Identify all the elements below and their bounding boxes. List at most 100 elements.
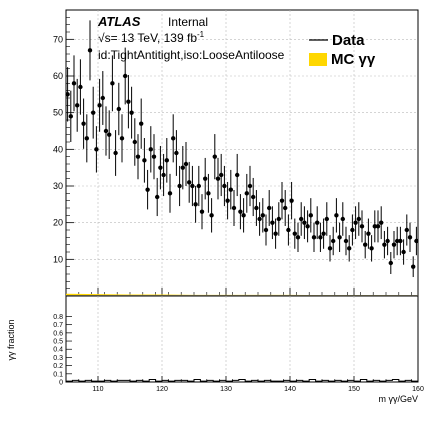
x-tick-label: 150	[348, 386, 360, 393]
x-tick-label: 140	[284, 386, 296, 393]
data-marker	[139, 121, 143, 125]
x-tick-label: 120	[156, 386, 168, 393]
x-tick-label: 110	[92, 386, 103, 393]
data-marker	[133, 140, 137, 144]
data-marker	[181, 165, 185, 169]
data-marker	[398, 239, 402, 243]
data-marker	[78, 85, 82, 89]
data-marker	[219, 173, 223, 177]
data-marker	[120, 136, 124, 140]
data-marker	[101, 96, 105, 100]
ratio-step-path	[66, 380, 418, 382]
data-marker	[117, 107, 121, 111]
data-marker	[309, 213, 313, 217]
legend-data-label: Data	[332, 32, 365, 49]
ratio-y-tick-label: 0.1	[53, 371, 63, 378]
data-marker	[353, 220, 357, 224]
ratio-y-tick-label: 0	[59, 380, 63, 387]
data-marker	[411, 264, 415, 268]
data-marker	[200, 209, 204, 213]
ratio-y-tick-label: 0.6	[53, 330, 63, 337]
data-marker	[107, 132, 111, 136]
ratio-y-tick-label: 0.8	[53, 314, 63, 321]
main-y-tick-label: 30	[53, 181, 63, 191]
data-marker	[142, 158, 146, 162]
data-marker	[283, 206, 287, 210]
data-marker	[385, 239, 389, 243]
data-marker	[197, 184, 201, 188]
main-y-tick-label: 40	[53, 144, 63, 154]
data-marker	[305, 224, 309, 228]
data-marker	[241, 213, 245, 217]
data-marker	[337, 235, 341, 239]
ratio-y-tick-label: 0.2	[53, 363, 63, 370]
legend-mc-swatch	[309, 53, 327, 66]
data-marker	[389, 261, 393, 265]
data-marker	[277, 217, 281, 221]
status-label: Internal	[168, 15, 208, 29]
data-marker	[193, 202, 197, 206]
data-marker	[366, 231, 370, 235]
main-y-tick-label: 70	[53, 34, 63, 44]
data-marker	[75, 103, 79, 107]
data-marker	[110, 81, 114, 85]
data-marker	[235, 173, 239, 177]
energy-label: √s= 13 TeV, 139 fb-1	[98, 30, 205, 45]
data-marker	[254, 206, 258, 210]
data-marker	[129, 110, 133, 114]
data-marker	[376, 224, 380, 228]
ratio-y-tick-label: 0.7	[53, 322, 63, 329]
data-marker	[325, 217, 329, 221]
main-panel: 10203040506070 ATLAS Internal √s= 13 TeV…	[53, 10, 419, 296]
data-marker	[414, 239, 418, 243]
data-marker	[270, 220, 274, 224]
energy-text: √s= 13 TeV, 139 fb	[98, 31, 197, 45]
data-marker	[206, 191, 210, 195]
data-marker	[408, 235, 412, 239]
data-marker	[257, 217, 261, 221]
ratio-plot-frame	[66, 296, 418, 382]
selection-label: id:TightAntitight,iso:LooseAntiloose	[98, 48, 285, 62]
ratio-y-tick-label: 0.4	[53, 347, 63, 354]
data-marker	[331, 239, 335, 243]
data-marker	[318, 235, 322, 239]
data-marker	[344, 239, 348, 243]
data-marker	[369, 246, 373, 250]
data-marker	[289, 198, 293, 202]
data-marker	[312, 235, 316, 239]
data-marker	[213, 154, 217, 158]
data-marker	[229, 187, 233, 191]
data-marker	[379, 220, 383, 224]
energy-superscript: -1	[197, 30, 205, 39]
data-marker	[245, 191, 249, 195]
data-marker	[187, 180, 191, 184]
data-marker	[69, 114, 73, 118]
data-marker	[357, 217, 361, 221]
main-y-tick-label: 50	[53, 108, 63, 118]
data-marker	[216, 176, 220, 180]
data-marker	[113, 151, 117, 155]
data-marker	[302, 220, 306, 224]
legend-mc-label: MC γγ	[331, 51, 376, 68]
x-tick-label: 130	[220, 386, 232, 393]
main-y-tick-label: 60	[53, 71, 63, 81]
ratio-y-axis-title: γγ fraction	[6, 319, 16, 360]
ratio-x-axis: 110 120 130 140 150 160	[66, 376, 424, 393]
data-marker	[123, 74, 127, 78]
data-marker	[65, 92, 69, 96]
data-marker	[126, 99, 130, 103]
data-marker	[248, 184, 252, 188]
data-marker	[238, 209, 242, 213]
data-marker	[299, 217, 303, 221]
data-marker	[251, 195, 255, 199]
data-marker	[152, 154, 156, 158]
data-marker	[264, 228, 268, 232]
ratio-panel: 00.10.20.30.40.50.60.70.8 110 120 130 140 15…	[6, 296, 424, 404]
data-marker	[145, 187, 149, 191]
data-marker	[232, 206, 236, 210]
ratio-gridlines	[98, 296, 354, 382]
data-marker	[91, 110, 95, 114]
data-marker	[341, 217, 345, 221]
data-marker	[209, 213, 213, 217]
